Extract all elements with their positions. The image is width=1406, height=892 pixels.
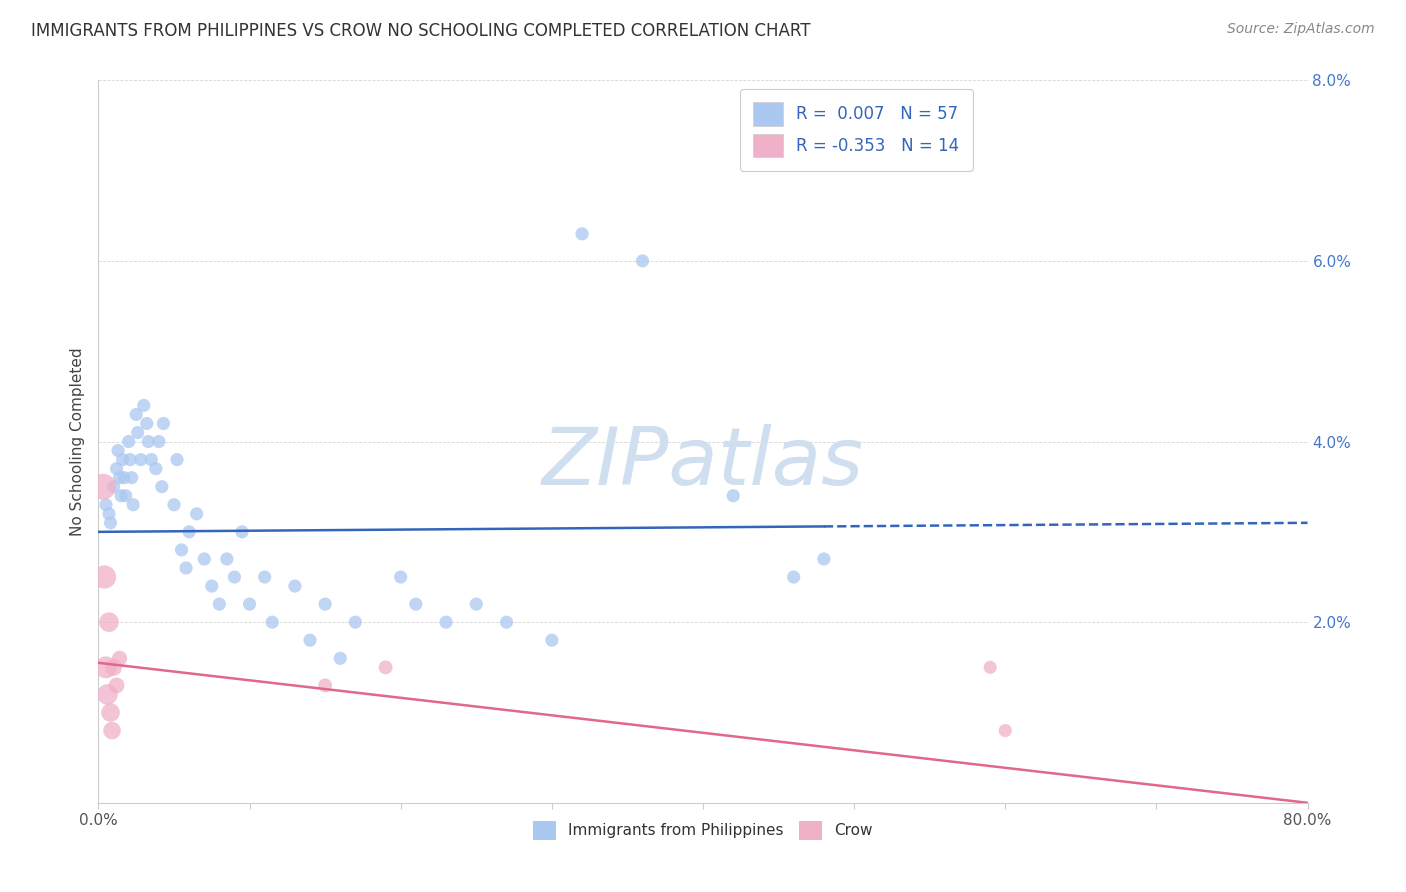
Point bbox=[179, 524, 201, 539]
Point bbox=[96, 687, 118, 701]
Point bbox=[148, 434, 170, 449]
Point bbox=[253, 570, 276, 584]
Point bbox=[329, 651, 352, 665]
Point bbox=[141, 452, 163, 467]
Point bbox=[174, 561, 197, 575]
Text: IMMIGRANTS FROM PHILIPPINES VS CROW NO SCHOOLING COMPLETED CORRELATION CHART: IMMIGRANTS FROM PHILIPPINES VS CROW NO S… bbox=[31, 22, 810, 40]
Point bbox=[186, 507, 208, 521]
Point bbox=[103, 480, 125, 494]
Point bbox=[813, 552, 835, 566]
Point bbox=[94, 660, 117, 674]
Point bbox=[166, 452, 188, 467]
Point bbox=[193, 552, 215, 566]
Point bbox=[239, 597, 262, 611]
Point bbox=[344, 615, 367, 630]
Point bbox=[150, 480, 173, 494]
Point bbox=[994, 723, 1017, 738]
Point bbox=[127, 425, 149, 440]
Point bbox=[108, 471, 131, 485]
Point bbox=[100, 706, 122, 720]
Point bbox=[152, 417, 174, 431]
Text: ZIPatlas: ZIPatlas bbox=[541, 425, 865, 502]
Point bbox=[374, 660, 396, 674]
Legend: Immigrants from Philippines, Crow: Immigrants from Philippines, Crow bbox=[527, 815, 879, 846]
Point bbox=[122, 498, 145, 512]
Point bbox=[215, 552, 238, 566]
Point bbox=[979, 660, 1001, 674]
Point bbox=[299, 633, 322, 648]
Point bbox=[98, 507, 121, 521]
Point bbox=[465, 597, 488, 611]
Point bbox=[107, 443, 129, 458]
Point bbox=[201, 579, 224, 593]
Point bbox=[170, 542, 193, 557]
Point bbox=[314, 678, 336, 692]
Point bbox=[208, 597, 231, 611]
Point bbox=[120, 452, 142, 467]
Point bbox=[389, 570, 412, 584]
Point bbox=[136, 434, 159, 449]
Point bbox=[105, 678, 128, 692]
Point bbox=[103, 660, 125, 674]
Point bbox=[91, 480, 114, 494]
Point bbox=[125, 408, 148, 422]
Point bbox=[231, 524, 253, 539]
Point bbox=[121, 471, 143, 485]
Point bbox=[110, 489, 132, 503]
Point bbox=[783, 570, 806, 584]
Point bbox=[314, 597, 336, 611]
Point bbox=[145, 461, 167, 475]
Point bbox=[132, 398, 155, 412]
Point bbox=[129, 452, 152, 467]
Point bbox=[93, 570, 115, 584]
Y-axis label: No Schooling Completed: No Schooling Completed bbox=[69, 347, 84, 536]
Point bbox=[101, 723, 124, 738]
Point bbox=[284, 579, 307, 593]
Point bbox=[631, 253, 654, 268]
Point bbox=[118, 434, 141, 449]
Point bbox=[94, 498, 117, 512]
Text: Source: ZipAtlas.com: Source: ZipAtlas.com bbox=[1227, 22, 1375, 37]
Point bbox=[98, 615, 121, 630]
Point bbox=[405, 597, 427, 611]
Point bbox=[135, 417, 157, 431]
Point bbox=[495, 615, 517, 630]
Point bbox=[434, 615, 457, 630]
Point bbox=[111, 452, 134, 467]
Point bbox=[108, 651, 131, 665]
Point bbox=[100, 516, 122, 530]
Point bbox=[163, 498, 186, 512]
Point bbox=[112, 471, 135, 485]
Point bbox=[571, 227, 593, 241]
Point bbox=[105, 461, 128, 475]
Point bbox=[540, 633, 562, 648]
Point bbox=[723, 489, 745, 503]
Point bbox=[262, 615, 284, 630]
Point bbox=[114, 489, 136, 503]
Point bbox=[224, 570, 246, 584]
